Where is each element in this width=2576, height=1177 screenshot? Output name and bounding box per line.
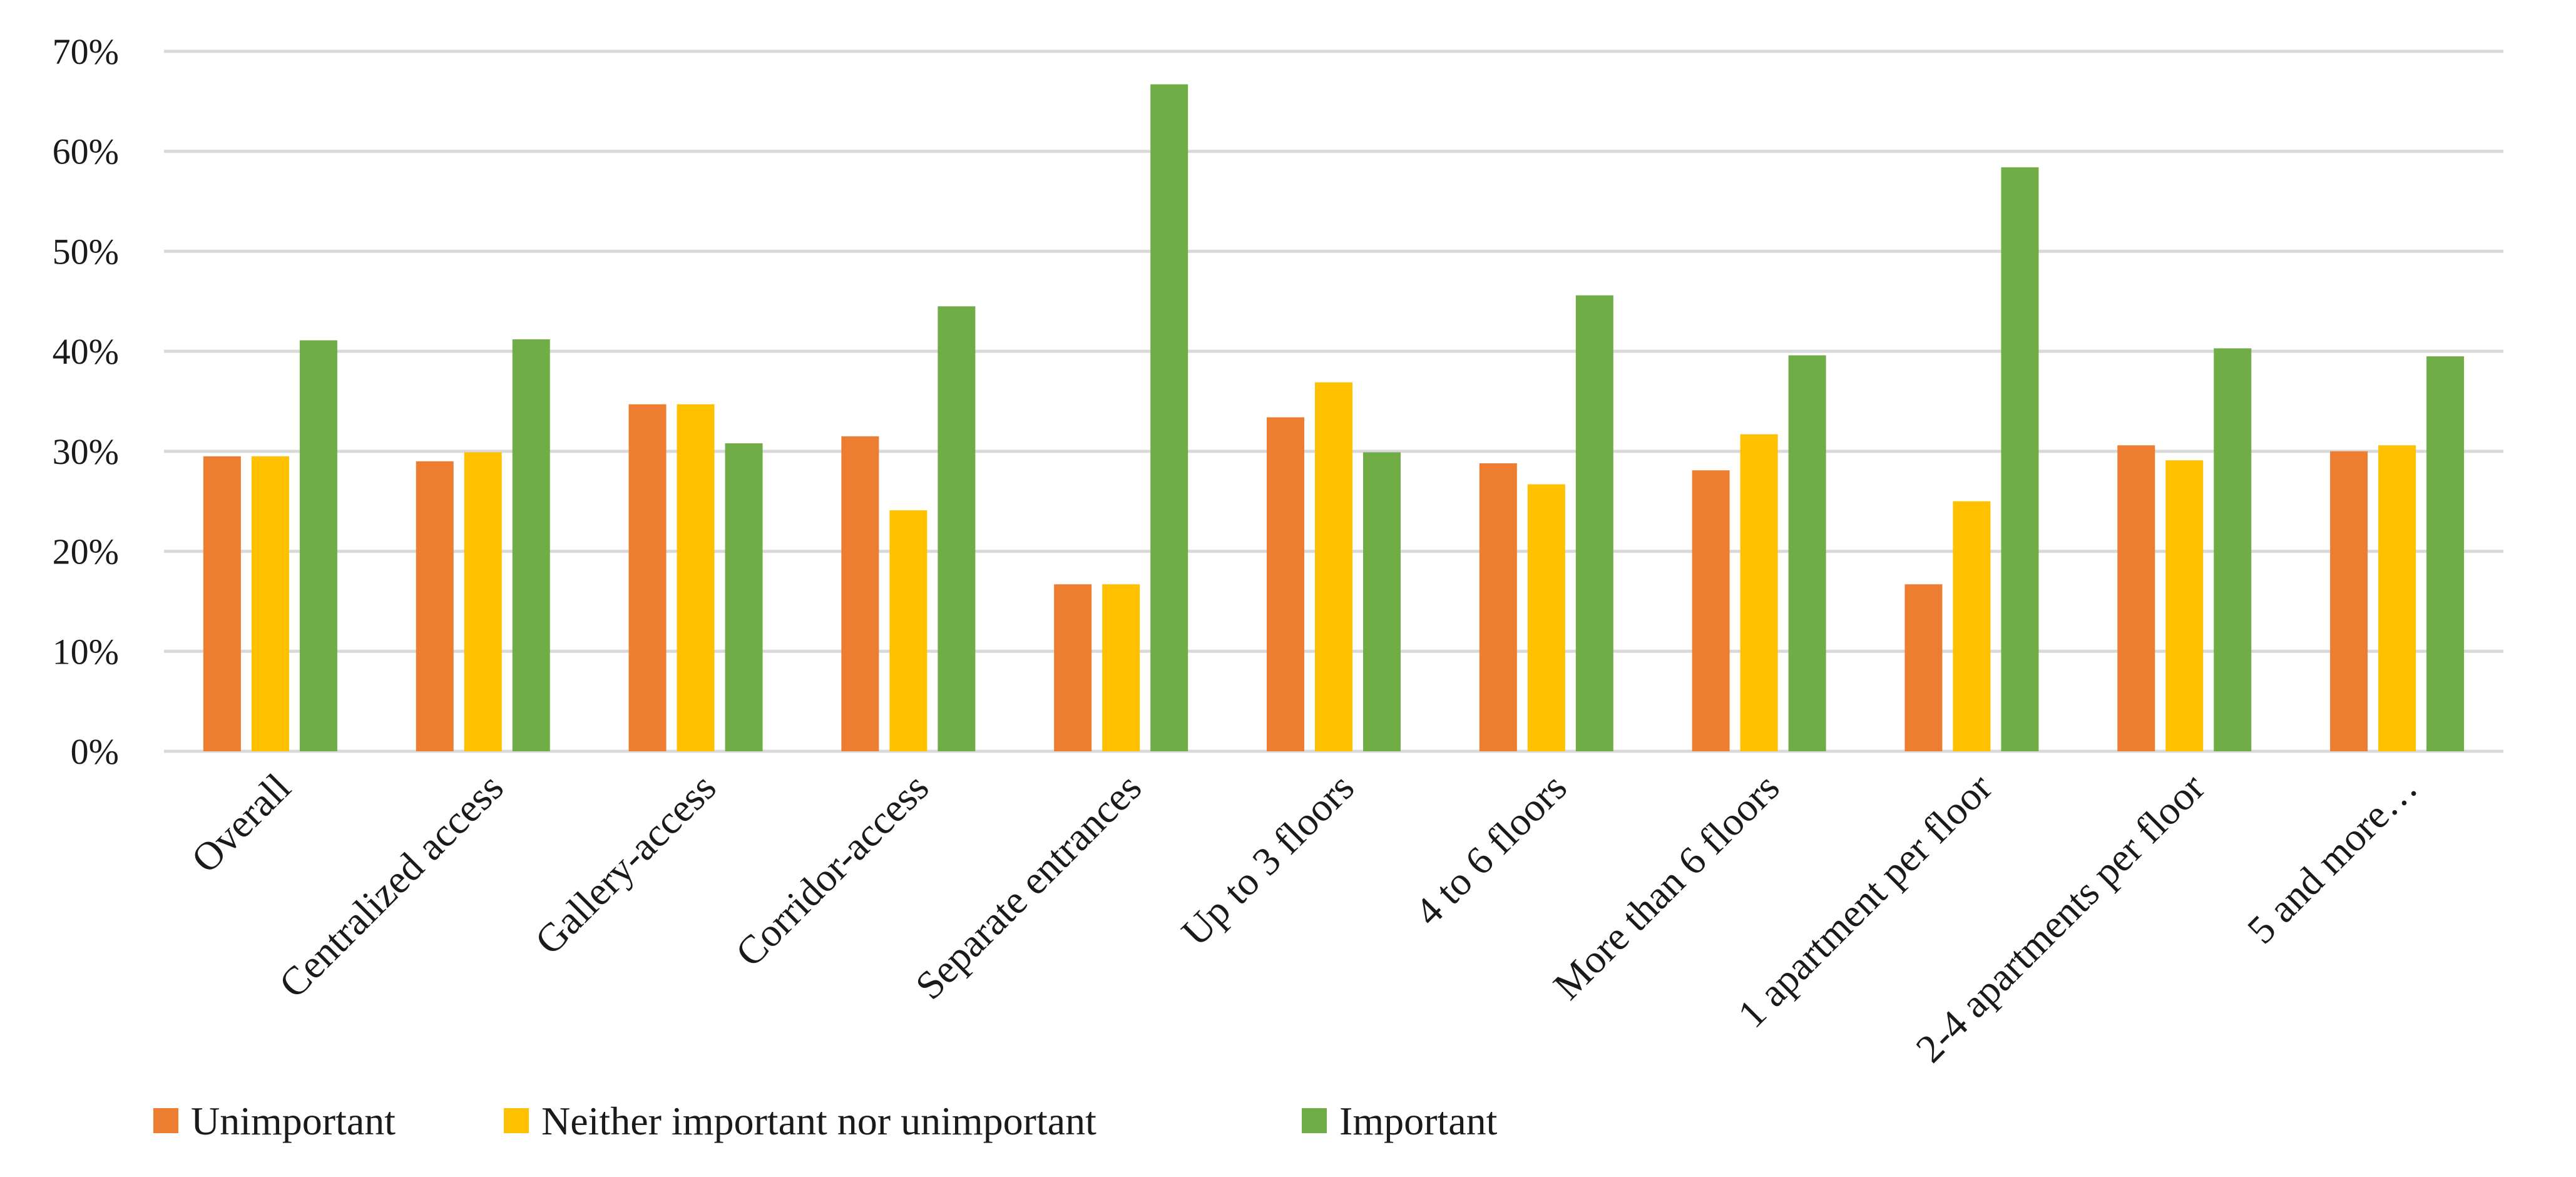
y-tick-label: 20% [53,532,119,572]
bar-unimportant-8 [1904,584,1943,751]
bar-unimportant-5 [1267,417,1304,751]
y-tick-label: 30% [53,431,119,472]
bar-neither-important-nor-unimportant-8 [1953,501,1991,751]
legend-swatch [153,1108,178,1133]
x-tick-label: Separate entrances [907,765,1150,1008]
legend-swatch [504,1108,529,1133]
bar-unimportant-10 [2330,451,2368,751]
bar-important-6 [1575,295,1613,751]
x-tick-label: Up to 3 floors [1173,765,1362,955]
bar-unimportant-7 [1692,470,1730,751]
bar-important-2 [725,443,763,751]
x-tick-label: 4 to 6 floors [1406,765,1575,934]
x-tick-label: 5 and more… [2239,765,2426,952]
bar-important-10 [2426,356,2465,751]
bar-unimportant-6 [1479,463,1517,751]
legend: Unimportant Neither important nor unimpor… [153,1099,1498,1143]
bar-unimportant-9 [2117,445,2155,751]
x-tick-label: Gallery-access [526,765,725,964]
bars-layer [203,84,2465,752]
bar-important-3 [938,306,976,751]
bar-neither-important-nor-unimportant-2 [677,404,715,751]
y-tick-label: 0% [71,731,119,772]
bar-unimportant-4 [1054,584,1092,751]
bar-unimportant-3 [841,436,879,751]
bar-neither-important-nor-unimportant-0 [251,456,289,751]
x-tick-label: Overall [183,765,299,881]
bar-neither-important-nor-unimportant-5 [1315,382,1352,751]
x-tick-label: Centralized access [270,765,512,1007]
bar-important-1 [512,339,550,751]
y-tick-label: 50% [53,231,119,272]
y-tick-label: 70% [53,31,119,72]
bar-important-7 [1788,355,1826,751]
bar-unimportant-1 [416,461,454,751]
bar-important-0 [299,340,337,751]
x-tick-label: More than 6 floors [1545,765,1787,1008]
bar-neither-important-nor-unimportant-9 [2165,460,2204,751]
bar-neither-important-nor-unimportant-4 [1102,584,1140,751]
y-tick-label: 60% [53,131,119,172]
legend-label: Unimportant [191,1099,396,1143]
legend-swatch [1302,1108,1327,1133]
bar-important-5 [1363,452,1401,751]
bar-neither-important-nor-unimportant-6 [1527,484,1565,751]
bar-neither-important-nor-unimportant-1 [464,452,502,751]
x-tick-label: Corridor-access [727,765,937,975]
bar-important-8 [2001,167,2039,752]
legend-label: Neither important nor unimportant [541,1099,1096,1143]
bar-neither-important-nor-unimportant-7 [1740,434,1778,751]
y-tick-label: 40% [53,331,119,372]
y-tick-label: 10% [53,631,119,672]
bar-unimportant-2 [628,404,667,751]
y-axis: 0% 10% 20% 30% 40% 50% 60% 70% [53,31,119,772]
legend-label: Important [1339,1099,1498,1143]
bar-neither-important-nor-unimportant-3 [889,510,928,751]
bar-important-9 [2214,348,2252,751]
bar-unimportant-0 [203,456,241,751]
bar-important-4 [1150,84,1188,752]
bar-neither-important-nor-unimportant-10 [2378,445,2416,751]
